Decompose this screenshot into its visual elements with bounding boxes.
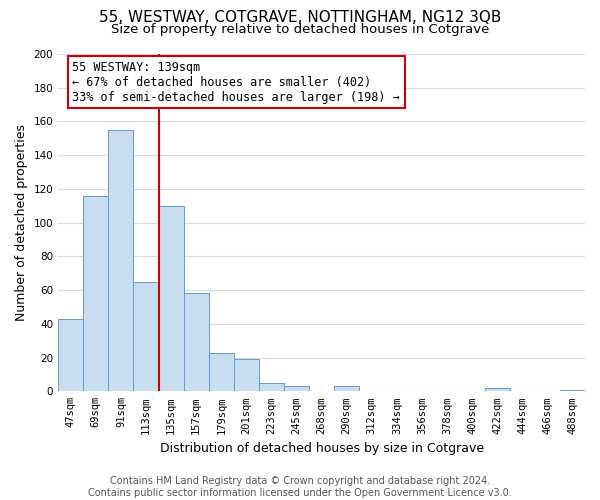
Bar [133,282,158,392]
Bar [259,383,284,392]
Bar [184,294,209,392]
Bar [234,360,259,392]
Bar [58,319,83,392]
Bar [560,390,585,392]
Bar [209,352,234,392]
Text: Contains HM Land Registry data © Crown copyright and database right 2024.
Contai: Contains HM Land Registry data © Crown c… [88,476,512,498]
X-axis label: Distribution of detached houses by size in Cotgrave: Distribution of detached houses by size … [160,442,484,455]
Text: 55, WESTWAY, COTGRAVE, NOTTINGHAM, NG12 3QB: 55, WESTWAY, COTGRAVE, NOTTINGHAM, NG12 … [99,10,501,25]
Text: Size of property relative to detached houses in Cotgrave: Size of property relative to detached ho… [111,22,489,36]
Text: 55 WESTWAY: 139sqm
← 67% of detached houses are smaller (402)
33% of semi-detach: 55 WESTWAY: 139sqm ← 67% of detached hou… [73,60,400,104]
Bar [284,386,309,392]
Bar [109,130,133,392]
Bar [334,386,359,392]
Y-axis label: Number of detached properties: Number of detached properties [15,124,28,321]
Bar [158,206,184,392]
Bar [485,388,510,392]
Bar [83,196,109,392]
